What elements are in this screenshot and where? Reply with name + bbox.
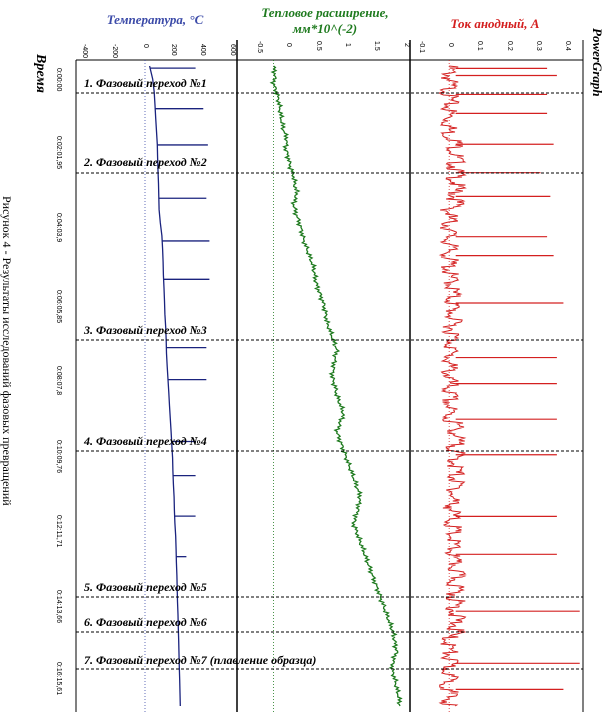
phase-label-6: 6. Фазовый переход №6	[84, 615, 207, 629]
time-tick: 0:08:07,8	[55, 366, 62, 396]
time-tick: 0:00:00	[55, 68, 62, 92]
time-tick: 0:14:13,66	[55, 590, 62, 624]
expansion-tick: 0.5	[315, 41, 322, 51]
current-tick: 0.1	[476, 41, 483, 51]
temperature-title: Температура, °C	[106, 12, 204, 27]
current-tick: 0.2	[506, 41, 513, 51]
time-tick: 0:04:03,9	[55, 213, 62, 243]
current-tick: 0.3	[535, 41, 542, 51]
current-title: Ток анодный, А	[450, 16, 540, 31]
temp-tick: 600	[229, 44, 236, 56]
plot-lines	[148, 65, 580, 707]
phase-label-7: 7. Фазовый переход №7 (плавление образца…	[84, 653, 317, 667]
expansion-tick: -0.5	[256, 41, 263, 54]
current-tick: 0	[447, 43, 454, 47]
time-tick: 0:10:09,76	[55, 440, 62, 474]
expansion-title-line2: мм*10^(-2)	[292, 21, 358, 36]
expansion-title-line1: Тепловое расширение,	[261, 5, 389, 20]
current-tick: -0.1	[418, 41, 425, 54]
temp-tick: -200	[111, 44, 118, 59]
phase-label-5: 5. Фазовый переход №5	[84, 580, 207, 594]
expansion-tick: 1	[344, 43, 351, 47]
phase-lines	[76, 92, 583, 670]
time-axis-label: Время	[33, 54, 48, 94]
time-tick: 0:12:11,71	[55, 515, 62, 548]
brand-label: PowerGraph	[590, 28, 605, 97]
phase-label-2: 2. Фазовый переход №2	[84, 155, 207, 169]
temp-tick: 200	[170, 44, 177, 56]
expansion-tick: 2	[403, 43, 410, 47]
phase-label-3: 3. Фазовый переход №3	[84, 323, 207, 337]
time-tick: 0:06:05,85	[55, 290, 62, 324]
expansion-series-line	[269, 65, 403, 707]
current-tick: 0.4	[564, 41, 571, 51]
phase-label-1: 1. Фазовый переход №1	[84, 76, 207, 90]
current-series-line	[438, 65, 467, 707]
figure-caption: Рисунок 4 - Результаты исследований фазо…	[0, 196, 14, 506]
time-tick: 0:02:01,95	[55, 136, 62, 170]
time-tick: 0:16:15,61	[55, 662, 62, 696]
temp-tick: 0	[142, 44, 149, 48]
expansion-tick: 0	[285, 43, 292, 47]
chart-frames	[75, 40, 584, 712]
phase-label-4: 4. Фазовый переход №4	[84, 434, 207, 448]
temp-tick: -400	[81, 44, 88, 59]
temp-tick: 400	[199, 44, 206, 56]
expansion-tick: 1.5	[373, 41, 380, 51]
